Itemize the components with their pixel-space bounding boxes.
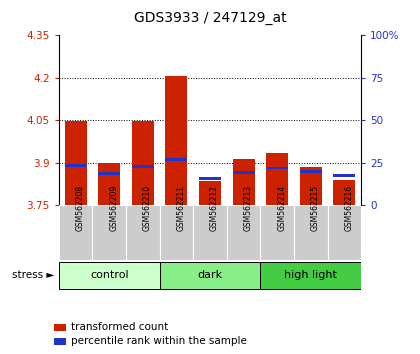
Text: stress ►: stress ► [12,270,55,280]
Bar [227,205,260,260]
Text: GSM562208: GSM562208 [76,184,84,230]
Bar [266,154,288,205]
Text: dark: dark [197,270,223,280]
Bar [98,163,120,205]
Text: GSM562214: GSM562214 [277,184,286,230]
Bar [233,171,255,174]
Text: transformed count: transformed count [71,322,168,332]
Bar [333,174,355,177]
Bar [165,158,187,161]
Bar [160,262,260,289]
Bar [294,205,328,260]
Text: GSM562209: GSM562209 [109,184,118,231]
Bar [92,205,126,260]
Bar [160,205,193,260]
Text: GSM562213: GSM562213 [244,184,252,230]
Text: GSM562210: GSM562210 [143,184,152,230]
Text: high light: high light [284,270,337,280]
Bar [333,180,355,205]
Bar [132,165,154,168]
Text: GDS3933 / 247129_at: GDS3933 / 247129_at [134,11,286,25]
Bar [59,205,92,260]
Bar [199,177,221,180]
Bar [54,338,66,345]
Bar [328,205,361,260]
Text: GSM562215: GSM562215 [311,184,320,230]
Bar [65,121,87,205]
Bar [59,262,160,289]
Bar [260,205,294,260]
Bar [98,172,120,175]
Text: control: control [90,270,129,280]
Bar [300,171,322,173]
Text: percentile rank within the sample: percentile rank within the sample [71,336,247,347]
Text: GSM562216: GSM562216 [344,184,353,230]
Bar [193,205,227,260]
Bar [233,159,255,205]
Bar [126,205,160,260]
Bar [165,76,187,205]
Bar [65,164,87,166]
Text: GSM562212: GSM562212 [210,184,219,230]
Bar [266,166,288,169]
Bar [300,167,322,205]
Bar [54,324,66,331]
Bar [199,181,221,205]
Text: GSM562211: GSM562211 [176,184,185,230]
Bar [132,121,154,205]
Bar [260,262,361,289]
